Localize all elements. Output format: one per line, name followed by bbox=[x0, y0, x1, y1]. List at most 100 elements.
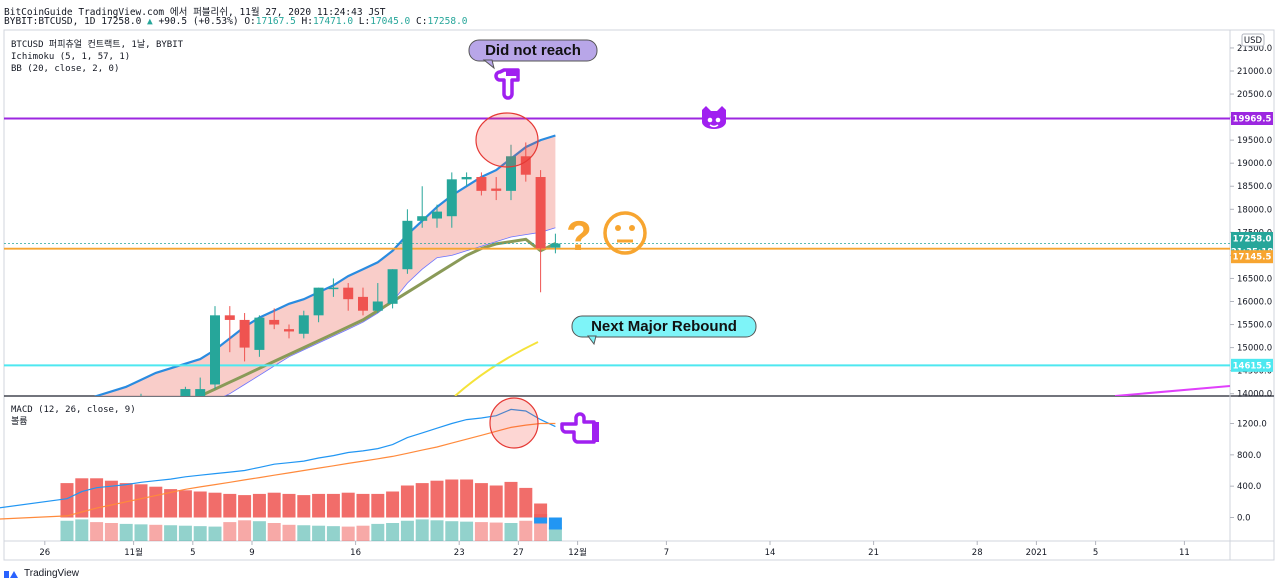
volume-bar bbox=[519, 520, 533, 541]
macd-histogram-bar bbox=[430, 480, 444, 518]
price-tick-label: 15000.0 bbox=[1237, 344, 1272, 354]
candle-body bbox=[535, 177, 546, 249]
ichimoku-label: Ichimoku (5, 1, 57, 1) bbox=[11, 52, 130, 62]
open-value: 17167.5 bbox=[255, 16, 296, 27]
candle-body bbox=[195, 389, 206, 396]
volume-bar bbox=[341, 526, 355, 541]
current-price-tag-box bbox=[1231, 232, 1273, 245]
resistance-tag-label: 19969.5 bbox=[1233, 115, 1272, 125]
publish-text: BitCoinGuide TradingView.com 에서 퍼블리쉬, 11… bbox=[4, 7, 386, 18]
bb-upper-line bbox=[93, 134, 556, 396]
macd-histogram-bar bbox=[504, 481, 518, 518]
macd-histogram-bar bbox=[386, 491, 400, 518]
macd-tick-label: 800.0 bbox=[1237, 451, 1261, 461]
change-up-icon: ▲ bbox=[147, 16, 153, 27]
chart-frame bbox=[3, 29, 1275, 561]
footer-brand: TradingView bbox=[24, 568, 80, 579]
candle-body bbox=[358, 296, 368, 311]
hand-point-down-icon bbox=[494, 68, 520, 100]
candle-body bbox=[269, 319, 280, 325]
macd-histogram-bar bbox=[164, 489, 178, 518]
macd-histogram-bar bbox=[400, 485, 414, 518]
price-tick-label: 20500.0 bbox=[1237, 90, 1272, 100]
macd-line bbox=[0, 408, 556, 509]
candles bbox=[136, 142, 561, 412]
price-tick-label: 21500.0 bbox=[1237, 44, 1272, 54]
macd-histogram-bar bbox=[149, 486, 163, 518]
volume-bar bbox=[297, 525, 311, 541]
volume-bar bbox=[415, 519, 429, 541]
time-tick-label: 5 bbox=[1093, 548, 1098, 558]
macd-histogram-bar bbox=[282, 493, 296, 518]
indicator-lines bbox=[93, 134, 1230, 396]
macd-histogram-bar bbox=[134, 484, 148, 518]
close-label: C: bbox=[416, 16, 428, 27]
time-tick-label: 7 bbox=[664, 548, 669, 558]
volume-bar bbox=[208, 526, 222, 541]
last-price: 17258.0 bbox=[101, 16, 142, 27]
candle-body bbox=[417, 216, 428, 221]
candle-body bbox=[136, 403, 146, 412]
macd-histogram-bar bbox=[356, 493, 370, 518]
macd-histogram-bar bbox=[534, 503, 548, 518]
volume-bars bbox=[60, 478, 562, 541]
question-mark-icon: ? bbox=[566, 212, 592, 259]
macd-histogram-bar bbox=[104, 480, 118, 518]
candle-body bbox=[491, 188, 502, 191]
candle-body bbox=[446, 179, 457, 217]
chart-title: BTCUSD 퍼피츄얼 컨트랙트, 1날, BYBIT bbox=[11, 39, 184, 50]
macd-lines bbox=[0, 408, 556, 520]
bb-label: BB (20, close, 2, 0) bbox=[11, 64, 119, 74]
volume-bar bbox=[267, 523, 281, 541]
macd-histogram-bar bbox=[208, 492, 222, 518]
high-label: H: bbox=[301, 16, 313, 27]
volume-bar bbox=[326, 526, 340, 541]
low-value: 17045.0 bbox=[370, 16, 411, 27]
macd-histogram-bar bbox=[193, 491, 207, 518]
candle-body bbox=[313, 287, 324, 316]
macd-histogram-bar bbox=[90, 478, 104, 518]
macd-tick-label: 400.0 bbox=[1237, 482, 1261, 492]
macd-tick-label: 1200.0 bbox=[1237, 420, 1267, 430]
volume-bar bbox=[104, 523, 118, 541]
volume-bar bbox=[312, 525, 326, 541]
symbol-label: BYBIT:BTCUSD, 1D bbox=[4, 16, 96, 27]
price-tick-label: 14000.0 bbox=[1237, 390, 1272, 400]
footer[interactable]: TradingView bbox=[4, 568, 79, 579]
horizontal-levels bbox=[4, 117, 1230, 367]
time-tick-label: 16 bbox=[350, 548, 361, 558]
candle-body bbox=[520, 156, 531, 175]
price-tick-label: 16500.0 bbox=[1237, 274, 1272, 284]
volume-bar bbox=[460, 521, 474, 541]
volume-bar bbox=[445, 521, 459, 541]
time-tick-label: 9 bbox=[249, 548, 254, 558]
macd-histogram-bar bbox=[474, 483, 488, 518]
support-cyan-tag-label: 14615.5 bbox=[1233, 361, 1272, 371]
time-tick-label: 26 bbox=[39, 548, 50, 558]
current-price-tag-label: 17258.0 bbox=[1233, 235, 1272, 245]
time-tick-label: 2021 bbox=[1026, 548, 1048, 558]
neutral-face-icon bbox=[603, 211, 647, 255]
price-tick-label: 16000.0 bbox=[1237, 297, 1272, 307]
support-cyan-tag-box bbox=[1231, 358, 1273, 372]
next-rebound-bubble bbox=[571, 315, 757, 338]
macd-histogram-bar bbox=[489, 485, 503, 518]
candle-body bbox=[343, 287, 354, 300]
support-orange-tag-label: 17145.5 bbox=[1233, 253, 1272, 263]
time-tick-label: 14 bbox=[765, 548, 776, 558]
volume-bar bbox=[75, 519, 89, 541]
candle-body bbox=[210, 315, 220, 385]
volume-bar bbox=[119, 523, 133, 541]
currency-box[interactable] bbox=[1241, 33, 1265, 47]
macd-histogram-bar bbox=[119, 483, 133, 518]
volume-bar bbox=[178, 525, 192, 541]
candle-body bbox=[239, 319, 250, 348]
volume-bar bbox=[238, 520, 252, 541]
moving-average-line bbox=[196, 237, 557, 396]
volume-bar bbox=[90, 522, 104, 541]
time-tick-label: 21 bbox=[868, 548, 879, 558]
resistance-tag-box bbox=[1231, 112, 1273, 125]
top-highlight-circle bbox=[475, 112, 539, 168]
